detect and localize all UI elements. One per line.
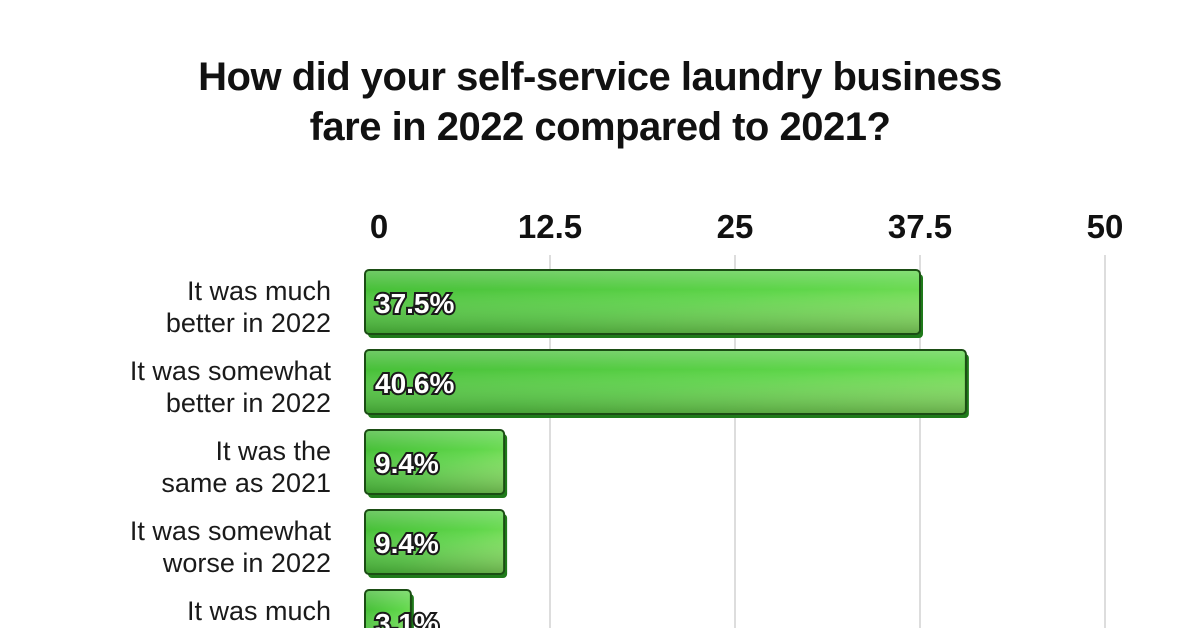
x-tick-label-2: 25	[717, 208, 754, 245]
category-label-3-line-1: It was somewhat	[130, 516, 332, 546]
data-label-3: 9.4%	[375, 528, 439, 559]
bars	[364, 269, 969, 628]
bar-shade-2	[366, 431, 504, 493]
chart-title-line-2: fare in 2022 compared to 2021?	[309, 105, 891, 149]
bar-shade-1	[366, 351, 965, 413]
data-label-0: 37.5%	[375, 288, 454, 319]
x-tick-label-3: 37.5	[888, 208, 952, 245]
category-label-0-line-2: better in 2022	[166, 308, 331, 338]
bar-shade-4	[366, 591, 410, 628]
x-tick-label-0: 0	[370, 208, 388, 245]
category-label-4-line-1: It was much	[187, 596, 331, 626]
category-label-1-line-1: It was somewhat	[130, 356, 332, 386]
bar-4	[364, 589, 414, 628]
bar-0	[364, 269, 923, 338]
data-label-4: 3.1%	[375, 608, 439, 628]
x-axis-ticks: 0 12.5 25 37.5 50	[370, 208, 1124, 245]
chart-title: How did your self-service laundry busine…	[0, 52, 1200, 152]
bar-3	[364, 509, 508, 578]
category-label-2-line-2: same as 2021	[161, 468, 331, 498]
bar-1	[364, 349, 969, 418]
x-tick-label-4: 50	[1087, 208, 1124, 245]
bar-2	[364, 429, 508, 498]
bar-shade-3	[366, 511, 504, 573]
category-label-2-line-1: It was the	[215, 436, 331, 466]
data-label-2: 9.4%	[375, 448, 439, 479]
category-label-1-line-2: better in 2022	[166, 388, 331, 418]
bar-shade-0	[366, 271, 919, 333]
x-tick-label-1: 12.5	[518, 208, 582, 245]
category-label-0-line-1: It was much	[187, 276, 331, 306]
data-label-1: 40.6%	[375, 368, 454, 399]
category-label-3-line-2: worse in 2022	[162, 548, 331, 578]
chart-title-line-1: How did your self-service laundry busine…	[198, 55, 1002, 99]
data-labels: 37.5% 40.6% 9.4% 9.4% 3.1%	[373, 286, 456, 628]
